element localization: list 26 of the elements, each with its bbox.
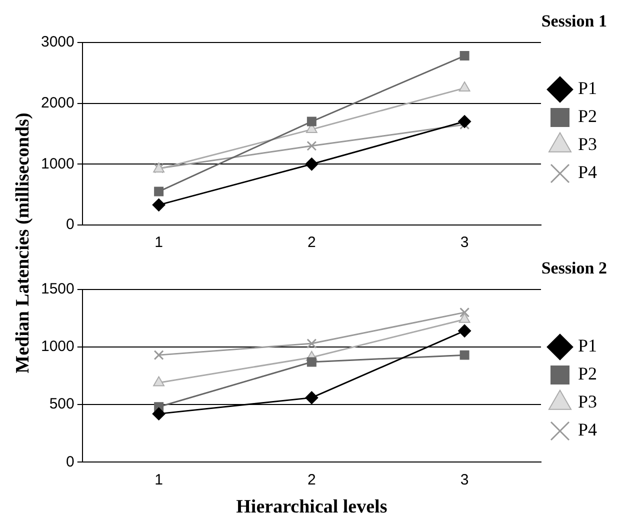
x-tick-label: 1 <box>154 471 163 488</box>
chart-title: Session 2 <box>541 258 607 278</box>
y-tick-label: 1000 <box>40 155 74 172</box>
legend-label: P3 <box>578 134 598 154</box>
x-axis-title: Hierarchical levels <box>236 496 388 518</box>
y-tick-label: 1000 <box>40 338 74 356</box>
x-tick-label: 2 <box>308 471 316 488</box>
legend-label: P3 <box>578 392 598 412</box>
legend-label: P4 <box>578 420 598 440</box>
y-tick-label: 2000 <box>40 94 74 112</box>
x-tick-label: 3 <box>460 471 469 488</box>
y-tick-label: 3000 <box>40 34 74 51</box>
legend-label: P4 <box>578 162 598 182</box>
legend-label: P1 <box>578 336 598 356</box>
chart-title: Session 1 <box>541 12 607 31</box>
y-axis-title: Median Latencies (milliseconds) <box>12 112 34 374</box>
legend-label: P1 <box>578 78 598 98</box>
x-tick-label: 3 <box>460 234 469 252</box>
x-tick-label: 1 <box>154 234 163 252</box>
y-tick-label: 0 <box>66 453 74 470</box>
y-tick-label: 0 <box>66 216 74 234</box>
legend-label: P2 <box>578 364 598 384</box>
y-tick-label: 500 <box>49 396 74 413</box>
legend-label: P2 <box>578 106 598 126</box>
x-tick-label: 2 <box>308 234 316 252</box>
y-tick-label: 1500 <box>40 280 74 298</box>
